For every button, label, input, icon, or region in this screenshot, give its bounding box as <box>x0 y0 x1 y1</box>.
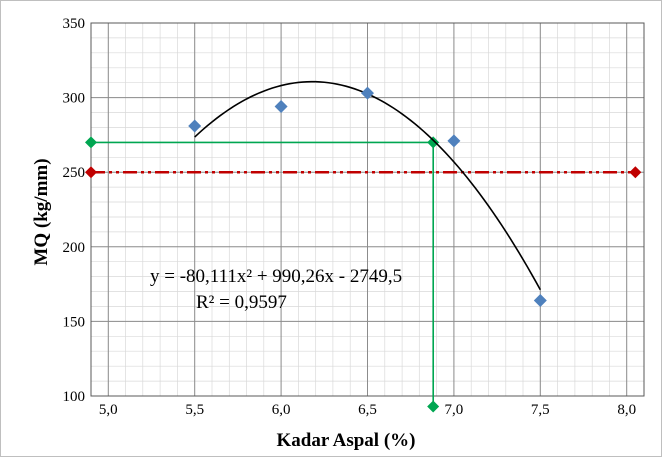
data-point <box>447 134 461 148</box>
reference-marker <box>427 136 440 149</box>
reference-lines <box>85 136 642 413</box>
y-axis-title: MQ (kg/mm) <box>31 158 52 265</box>
y-tick-label: 100 <box>63 389 86 405</box>
y-tick-label: 250 <box>63 165 86 181</box>
x-tick-labels: 5,0 5,5 6,0 6,5 7,0 7,5 8,0 <box>99 402 636 418</box>
reference-marker <box>427 400 440 413</box>
y-tick-label: 150 <box>63 314 86 330</box>
x-tick-label: 8,0 <box>617 402 636 418</box>
x-axis-title: Kadar Aspal (%) <box>276 430 415 451</box>
y-tick-labels: 100 150 200 250 300 350 <box>63 16 86 405</box>
y-tick-label: 300 <box>63 91 86 107</box>
x-tick-label: 5,5 <box>185 402 204 418</box>
data-point <box>274 100 288 114</box>
reference-marker <box>85 166 97 179</box>
x-tick-label: 5,0 <box>99 402 118 418</box>
data-points <box>188 86 547 308</box>
x-tick-label: 6,5 <box>358 402 377 418</box>
reference-marker <box>85 136 97 149</box>
data-point <box>533 294 547 308</box>
y-tick-label: 350 <box>63 16 86 32</box>
y-tick-label: 200 <box>63 240 86 256</box>
reference-marker <box>629 166 642 179</box>
data-point <box>188 119 202 133</box>
data-point <box>361 86 374 100</box>
x-tick-label: 6,0 <box>272 402 291 418</box>
trendline-equation: y = -80,111x² + 990,26x - 2749,5 <box>150 266 402 287</box>
x-tick-label: 7,5 <box>531 402 550 418</box>
trendline-r-squared: R² = 0,9597 <box>196 292 287 313</box>
plot-area-border <box>90 22 645 397</box>
x-tick-label: 7,0 <box>445 402 464 418</box>
